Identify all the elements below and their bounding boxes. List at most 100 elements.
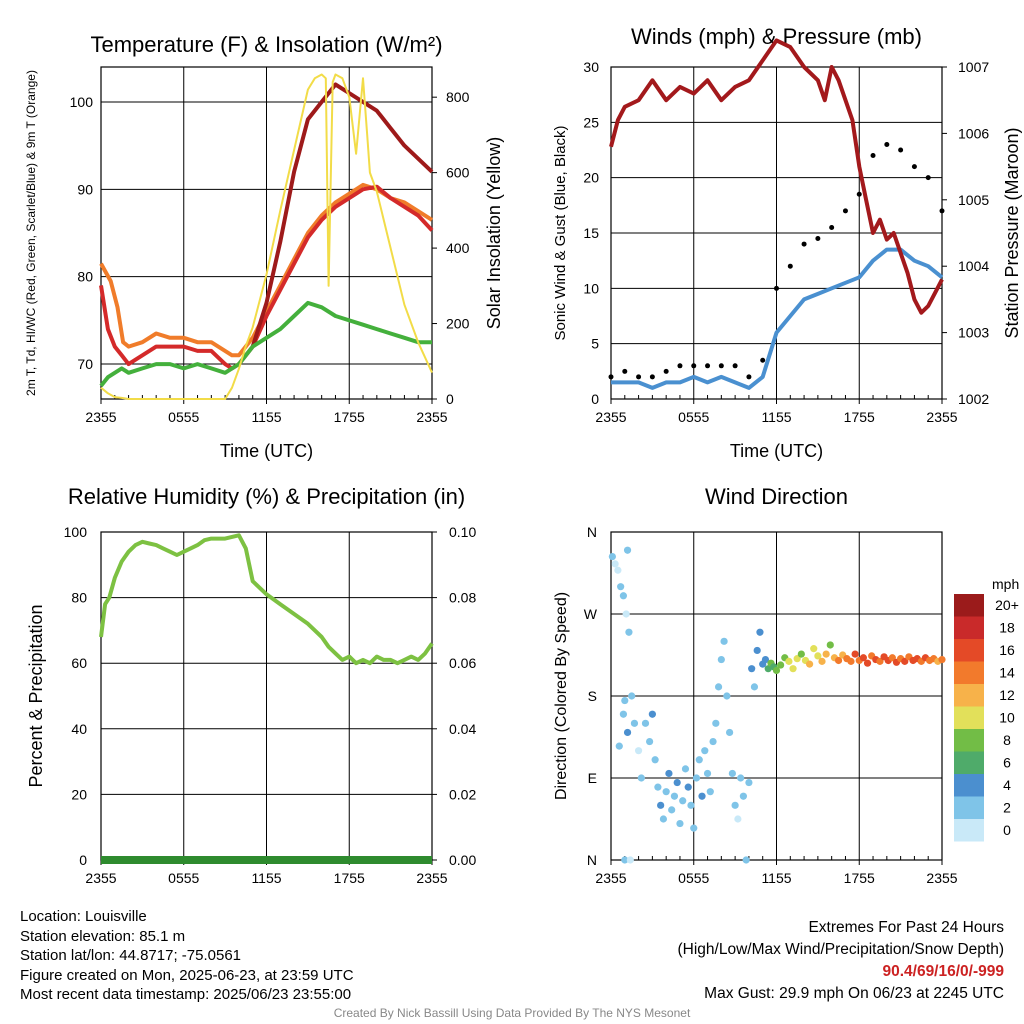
- y-tick-label: 0: [79, 852, 87, 868]
- gust-point: [898, 147, 904, 153]
- x-tick-label: 1755: [844, 409, 875, 425]
- y-tick-label: 0: [591, 391, 599, 407]
- y-tick-label: 90: [77, 181, 93, 197]
- y-tick-label: 15: [583, 225, 599, 241]
- y2-tick-label: 0.04: [449, 721, 476, 737]
- y2-tick-label: 600: [446, 165, 470, 181]
- direction-point: [622, 610, 630, 618]
- direction-point: [703, 769, 712, 778]
- y2-tick-label: 1002: [958, 391, 989, 407]
- colorbar-label: 6: [1003, 755, 1011, 771]
- extremes-title: Extremes For Past 24 Hours: [808, 919, 1004, 936]
- y-tick-label: 60: [71, 655, 87, 671]
- direction-point: [698, 792, 706, 800]
- direction-point: [863, 659, 872, 667]
- y-tick-label: 10: [583, 280, 599, 296]
- location-text: Location: Louisville: [20, 908, 147, 925]
- direction-point: [659, 815, 668, 823]
- direction-point: [723, 692, 731, 700]
- direction-point: [818, 657, 826, 665]
- colorbar-swatch: [954, 661, 984, 684]
- max-gust-text: Max Gust: 29.9 mph On 06/23 at 2245 UTC: [704, 985, 1004, 1002]
- direction-point: [712, 719, 720, 727]
- colorbar-label: 16: [999, 642, 1015, 658]
- y-tick-label: 70: [77, 356, 93, 372]
- extremes-values: 90.4/69/16/0/-999: [882, 963, 1004, 980]
- direction-point: [628, 692, 636, 700]
- direction-point: [756, 628, 764, 636]
- series-line-4: [99, 300, 432, 388]
- direction-point: [739, 792, 748, 800]
- gust-point: [649, 374, 655, 380]
- direction-point: [772, 666, 781, 675]
- x-tick-label: 1155: [761, 409, 791, 425]
- direction-point: [720, 637, 728, 645]
- colorbar-swatch: [954, 819, 984, 842]
- colorbar-swatch: [954, 796, 984, 819]
- x-axis-label: Time (UTC): [220, 441, 313, 461]
- gust-point: [801, 241, 807, 247]
- colorbar-label: 8: [1003, 732, 1011, 748]
- x-tick-label: 1155: [761, 870, 791, 886]
- panel-3: 2355 0555 1155 1755 2355 Relative Humidity (%…: [26, 484, 476, 886]
- x-tick-label: 2355: [595, 409, 626, 425]
- y-axis-label: 2m T, Td, HI/WC (Red, Green, Scarlet/Blu…: [24, 70, 38, 396]
- x-tick-label: 2355: [926, 870, 957, 886]
- direction-point: [834, 656, 843, 665]
- gust-point: [842, 208, 848, 214]
- y-tick-label: 5: [591, 336, 599, 352]
- x-tick-label: 1155: [251, 409, 281, 425]
- direction-point: [673, 778, 681, 787]
- direction-point: [761, 655, 770, 664]
- direction-point: [814, 652, 822, 660]
- y-axis-label: Direction (Colored By Speed): [553, 592, 570, 800]
- direction-point: [615, 742, 623, 750]
- y-tick-label: W: [584, 606, 598, 622]
- x-tick-label: 1155: [251, 870, 281, 886]
- direction-point: [731, 801, 739, 809]
- colorbar-swatch: [954, 616, 984, 639]
- colorbar: mph 20+ 18 16 14 12 10 8 6 4 2 0: [954, 576, 1019, 842]
- y-tick-label: 40: [71, 721, 87, 737]
- direction-point: [745, 778, 753, 787]
- y-tick-label: N: [587, 524, 597, 540]
- direction-point: [662, 788, 670, 796]
- direction-point: [654, 783, 662, 791]
- credit-text: Created By Nick Bassill Using Data Provi…: [333, 1006, 691, 1020]
- y2-axis-label: Station Pressure (Maroon): [1002, 127, 1022, 338]
- chart-title: Relative Humidity (%) & Precipitation (i…: [68, 484, 465, 509]
- colorbar-swatch: [954, 751, 984, 774]
- direction-point: [806, 660, 814, 668]
- pressure-line: [609, 38, 944, 315]
- direction-point: [876, 657, 884, 665]
- colorbar-unit: mph: [992, 576, 1019, 592]
- direction-point: [630, 719, 639, 727]
- y2-tick-label: 0.02: [449, 786, 476, 802]
- direction-point: [793, 655, 801, 663]
- colorbar-swatch: [954, 684, 984, 707]
- x-tick-label: 0555: [168, 870, 199, 886]
- gust-point: [691, 363, 697, 369]
- y-tick-label: 100: [64, 524, 88, 540]
- gust-point: [760, 357, 766, 363]
- y-tick-label: E: [588, 770, 597, 786]
- x-tick-label: 1755: [334, 870, 365, 886]
- x-tick-label: 2355: [416, 409, 447, 425]
- x-tick-label: 0555: [678, 409, 709, 425]
- gust-point: [815, 236, 821, 242]
- x-tick-label: 2355: [595, 870, 626, 886]
- direction-point: [888, 654, 896, 662]
- direction-point: [851, 650, 859, 658]
- colorbar-swatch: [954, 774, 984, 797]
- x-tick-label: 0555: [168, 409, 199, 425]
- direction-point: [901, 657, 909, 665]
- direction-point: [777, 661, 785, 669]
- created-text: Figure created on Mon, 2025-06-23, at 23…: [20, 966, 354, 984]
- direction-point: [847, 657, 855, 665]
- gust-point: [622, 368, 628, 374]
- colorbar-label: 0: [1003, 822, 1011, 838]
- direction-point: [706, 788, 714, 796]
- direction-point: [681, 765, 690, 773]
- gust-point: [718, 363, 724, 369]
- gust-point: [705, 363, 711, 369]
